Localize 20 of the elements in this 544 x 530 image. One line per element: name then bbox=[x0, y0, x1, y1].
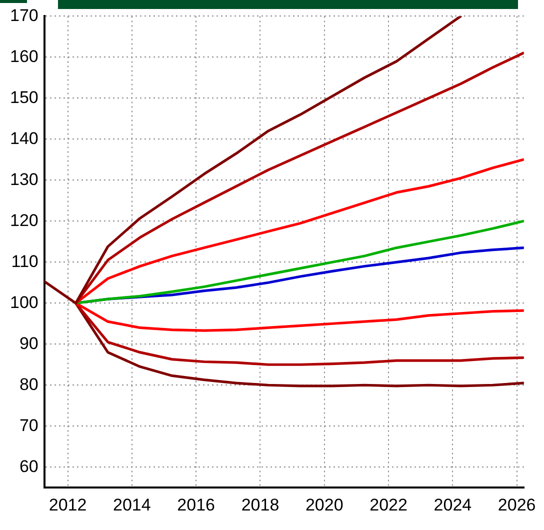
y-tick-label: 80 bbox=[19, 374, 38, 394]
y-tick-label: 70 bbox=[19, 416, 38, 435]
x-tick-label: 2020 bbox=[305, 495, 344, 514]
x-tick-label: 2014 bbox=[113, 495, 151, 514]
x-tick-label: 2018 bbox=[241, 495, 280, 514]
y-tick-label: 60 bbox=[19, 456, 38, 476]
x-tick-label: 2016 bbox=[177, 495, 215, 514]
y-tick-label: 120 bbox=[10, 210, 38, 230]
y-tick-label: 130 bbox=[10, 170, 38, 189]
y-tick-label: 90 bbox=[19, 334, 38, 353]
y-tick-label: 160 bbox=[10, 46, 38, 66]
x-tick-label: 2026 bbox=[498, 495, 536, 514]
x-tick-label: 2024 bbox=[434, 495, 472, 514]
y-tick-label: 140 bbox=[10, 128, 38, 148]
y-tick-label: 170 bbox=[10, 6, 38, 25]
x-tick-label: 2022 bbox=[370, 495, 408, 514]
y-tick-label: 110 bbox=[11, 252, 38, 271]
y-tick-label: 100 bbox=[10, 292, 38, 312]
y-tick-label: 150 bbox=[10, 88, 38, 107]
x-tick-label: 2012 bbox=[48, 495, 87, 514]
